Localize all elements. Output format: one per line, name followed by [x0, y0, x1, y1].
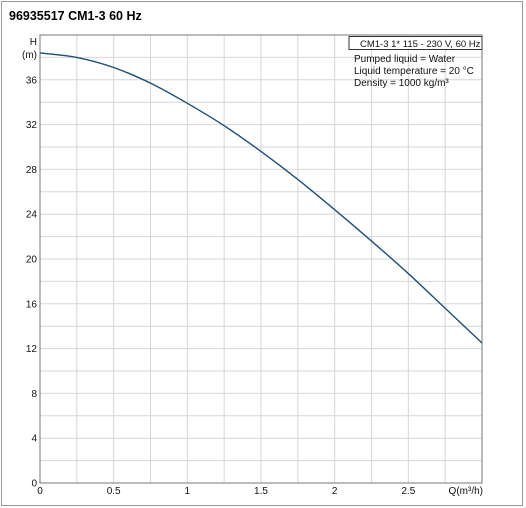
y-tick-label: 32: [26, 120, 38, 131]
chart-title: 96935517 CM1-3 60 Hz: [9, 9, 142, 23]
x-tick-label: 1.5: [254, 486, 268, 497]
y-axis-unit: (m): [22, 50, 37, 61]
x-tick-label: 1: [185, 486, 191, 497]
legend-box: CM1-3 1* 115 - 230 V, 60 Hz Pumped liqui…: [348, 36, 483, 89]
y-tick-label: 12: [26, 344, 38, 355]
y-tick-label: 24: [26, 210, 38, 221]
legend-header-box: [348, 36, 483, 50]
y-tick-label: 20: [26, 255, 38, 266]
y-tick-label: 28: [26, 165, 38, 176]
x-tick-label: 2: [332, 486, 338, 497]
legend-line-density: Density = 1000 kg/m³: [354, 78, 449, 89]
legend-line-liquid-temperature: Liquid temperature = 20 °C: [354, 66, 474, 77]
legend-line-pumped-liquid: Pumped liquid = Water: [354, 54, 456, 65]
legend-header: CM1-3 1* 115 - 230 V, 60 Hz: [360, 39, 481, 50]
y-tick-label: 4: [31, 434, 37, 445]
y-tick-label: 8: [31, 389, 37, 400]
x-tick-label: 0.5: [107, 486, 121, 497]
y-axis-label: H: [30, 37, 37, 48]
x-axis-label: Q(m³/h): [449, 486, 483, 497]
y-tick-label: 16: [26, 299, 38, 310]
y-tick-label: 36: [26, 75, 38, 86]
plot-area-border: [39, 34, 483, 484]
series-line: [39, 52, 483, 344]
x-tick-label: 2.5: [401, 486, 415, 497]
y-tick-label: 0: [31, 479, 37, 490]
x-tick-label: 0: [37, 486, 43, 497]
